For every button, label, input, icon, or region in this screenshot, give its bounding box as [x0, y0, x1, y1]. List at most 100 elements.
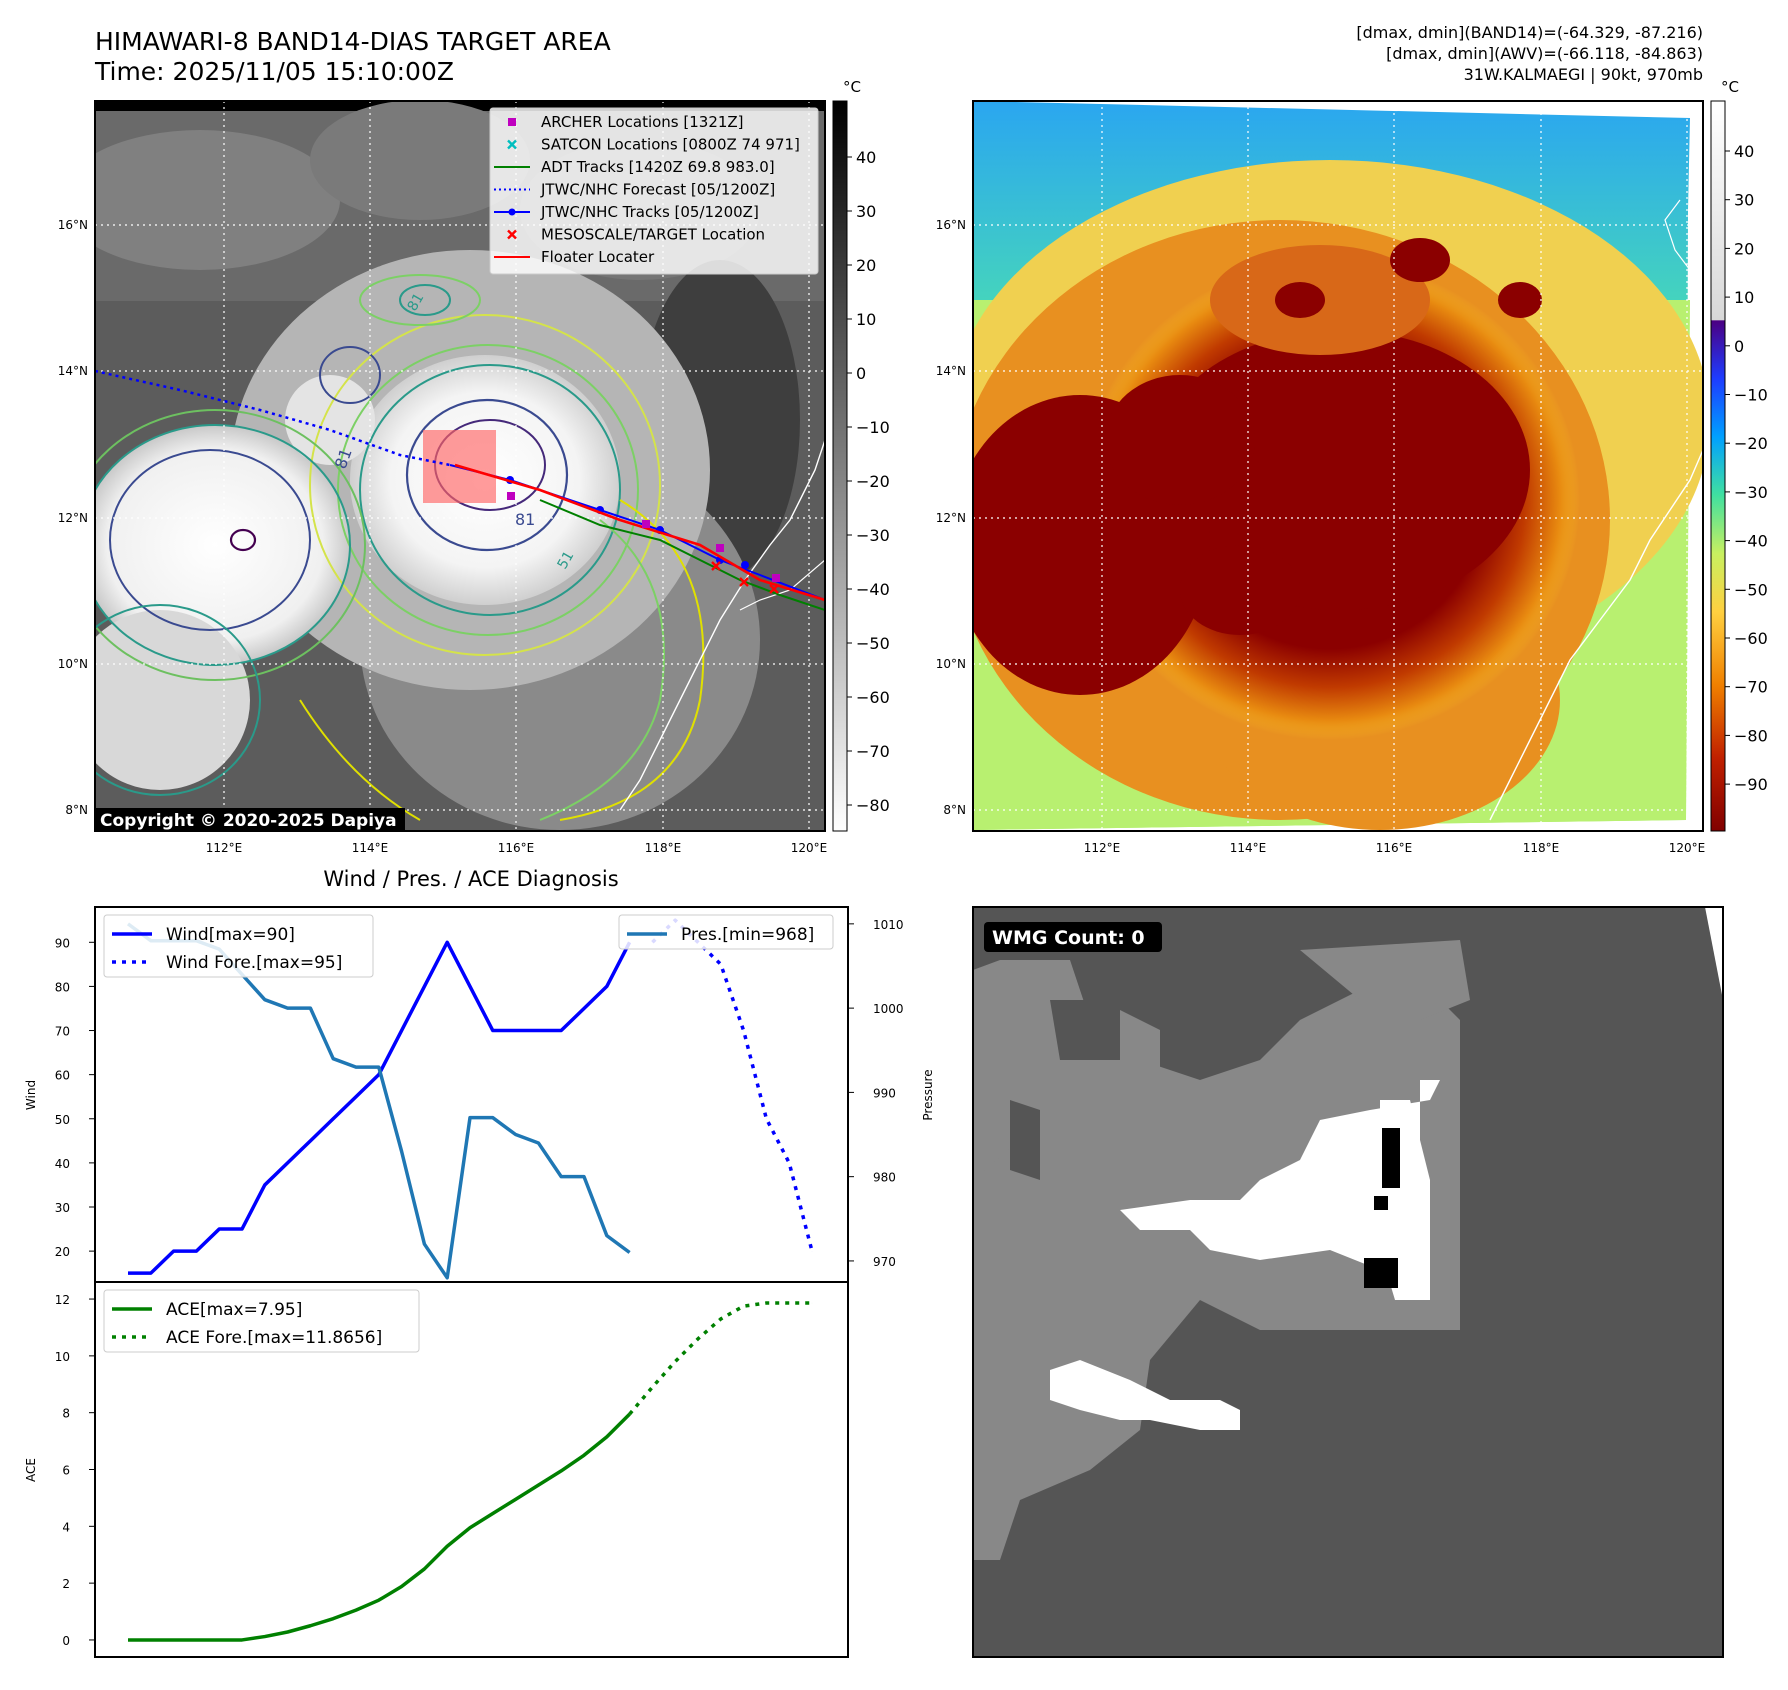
legend-marker [507, 229, 517, 240]
axis-tick-label: 970 [873, 1255, 896, 1269]
wmg-count-badge: WMG Count: 0 [992, 927, 1145, 949]
axis-tick-label: 60 [55, 1069, 70, 1083]
lon-label: 116°E [1376, 841, 1413, 855]
ace-legend: ACE[max=7.95] ACE Fore.[max=11.8656] [103, 1289, 420, 1353]
axis-tick-label: 80 [55, 980, 70, 994]
lat-label: 12°N [936, 511, 966, 525]
pressure-axis-label: Pressure [921, 1069, 935, 1120]
colorbar-tick-label: −90 [1734, 775, 1768, 794]
colorbar-tick-label: −50 [856, 634, 890, 653]
colorbar-tick-label: 10 [1734, 288, 1754, 307]
lat-label: 8°N [943, 803, 966, 817]
axis-tick-label: 990 [873, 1086, 896, 1100]
wind-legend: Wind[max=90] Wind Fore.[max=95] [103, 914, 374, 978]
gray-colorbar: °C 40 30 20 10 0 −10 −20 −30 −40 −50 −60 −70 −80 [832, 78, 890, 832]
lat-label: 10°N [58, 657, 88, 671]
figure-title: HIMAWARI-8 BAND14-DIAS TARGET AREA [95, 27, 611, 56]
axis-tick-label: 0 [62, 1634, 70, 1648]
wind-axis-label: Wind [24, 1080, 38, 1110]
lat-label: 16°N [58, 218, 88, 232]
axis-tick-label: 40 [55, 1157, 70, 1171]
ir-color-map [972, 100, 1704, 832]
legend-wind-forecast: Wind Fore.[max=95] [166, 953, 342, 973]
map1-lon-axis: 112°E 114°E 116°E 118°E 120°E [206, 841, 828, 855]
legend-label: ARCHER Locations [1321Z] [541, 113, 744, 131]
legend-label: MESOSCALE/TARGET Location [541, 226, 765, 244]
jtwc-forecast-track [95, 369, 451, 467]
axis-tick-label: 6 [62, 1464, 70, 1478]
legend-marker [508, 208, 516, 216]
legend-ace-forecast: ACE Fore.[max=11.8656] [166, 1328, 382, 1348]
colorbar-tick-label: −50 [1734, 580, 1768, 599]
colorbar-tick-label: −60 [1734, 629, 1768, 648]
contour-label: 81 [405, 291, 428, 314]
colorbar-tick-label: −10 [1734, 386, 1768, 405]
colorbar-tick-label: 40 [1734, 142, 1754, 161]
axis-tick-label: 90 [55, 936, 70, 950]
lat-label: 12°N [58, 511, 88, 525]
wind-forecast-line [651, 918, 814, 1252]
lat-label: 8°N [65, 803, 88, 817]
colorbar-tick-label: −80 [1734, 726, 1768, 745]
awv-range-info: [dmax, dmin](AWV)=(-66.118, -84.863) [1386, 44, 1703, 63]
colorbar-tick-label: −20 [1734, 434, 1768, 453]
lon-label: 112°E [1084, 841, 1121, 855]
lon-label: 120°E [1669, 841, 1706, 855]
axis-tick-label: 20 [55, 1245, 70, 1259]
axis-tick-label: 50 [55, 1113, 70, 1127]
lon-label: 112°E [206, 841, 243, 855]
legend-label: ADT Tracks [1420Z 69.8 983.0] [541, 158, 775, 176]
copyright-text: Copyright © 2020-2025 Dapiya [100, 811, 397, 831]
legend-pressure: Pres.[min=968] [681, 925, 814, 945]
contour-label: 51 [555, 549, 578, 572]
lat-label: 10°N [936, 657, 966, 671]
legend-ace: ACE[max=7.95] [166, 1300, 302, 1320]
axis-tick-label: 1010 [873, 918, 904, 932]
colorbar-tick-label: −60 [856, 688, 890, 707]
ace-chart: 12 10 8 6 4 2 0 ACE ACE[max=7.95] ACE Fore.[ma… [24, 1281, 849, 1658]
colorbar-tick-label: 30 [856, 202, 876, 221]
lat-label: 16°N [936, 218, 966, 232]
axis-tick-label: 2 [62, 1577, 70, 1591]
copyright-badge: Copyright © 2020-2025 Dapiya [95, 808, 405, 831]
colorbar-tick-label: −70 [1734, 678, 1768, 697]
map2-lon-axis: 112°E 114°E 116°E 118°E 120°E [1084, 841, 1706, 855]
lon-label: 118°E [645, 841, 682, 855]
axis-tick-label: 30 [55, 1201, 70, 1215]
floater-locator-track [454, 463, 825, 602]
colorbar-tick-label: 30 [1734, 191, 1754, 210]
colorbar-tick-label: −30 [856, 526, 890, 545]
lon-label: 114°E [352, 841, 389, 855]
colorbar-tick-label: 20 [1734, 239, 1754, 258]
pressure-legend: Pres.[min=968] [618, 914, 834, 950]
colorbar-tick-label: −10 [856, 418, 890, 437]
axis-tick-label: 10 [55, 1350, 70, 1364]
colorbar-tick-label: 0 [1734, 337, 1744, 356]
wmg-panel: WMG Count: 0 [972, 906, 1724, 1658]
axis-tick-label: 8 [62, 1407, 70, 1421]
legend-marker [508, 118, 516, 126]
lon-label: 114°E [1230, 841, 1267, 855]
lon-label: 116°E [498, 841, 535, 855]
lon-label: 120°E [791, 841, 828, 855]
map2-lat-axis: 16°N 14°N 12°N 10°N 8°N [936, 218, 966, 817]
legend-label: JTWC/NHC Forecast [05/1200Z] [540, 181, 775, 199]
axis-tick-label: 70 [55, 1025, 70, 1039]
colorbar-tick-label: −30 [1734, 483, 1768, 502]
colorbar-tick-label: −40 [856, 580, 890, 599]
map1-lat-axis: 16°N 14°N 12°N 10°N 8°N [58, 218, 88, 817]
legend-label: SATCON Locations [0800Z 74 971] [541, 136, 800, 154]
map-legend: ARCHER Locations [1321Z] SATCON Locations… [489, 107, 819, 275]
colorbar-tick-label: −80 [856, 796, 890, 815]
adt-track [539, 499, 825, 611]
axis-tick-label: 12 [55, 1293, 70, 1307]
ace-axis-label: ACE [24, 1458, 38, 1482]
colorbar-tick-label: −40 [1734, 532, 1768, 551]
colorbar-unit: °C [1721, 78, 1739, 96]
lon-label: 118°E [1523, 841, 1560, 855]
colorbar-tick-label: −20 [856, 472, 890, 491]
storm-info: 31W.KALMAEGI | 90kt, 970mb [1464, 65, 1703, 84]
contour-label: 81 [515, 510, 535, 529]
color-colorbar: °C 40 30 20 10 0 −10 −20 −30 −40 −50 −60 −70 −80 −90 [1710, 78, 1768, 832]
